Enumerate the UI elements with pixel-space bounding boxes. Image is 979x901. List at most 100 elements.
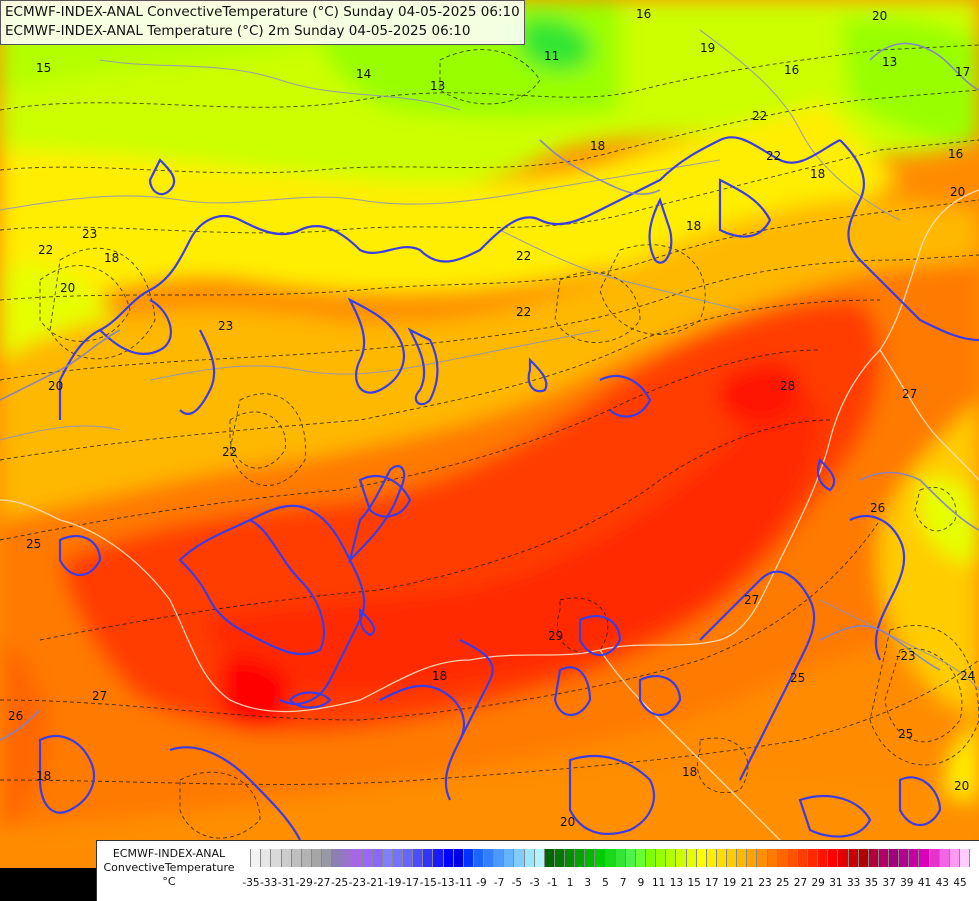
legend-tick: 15 xyxy=(687,877,701,889)
color-legend: ECMWF-INDEX-ANAL ConvectiveTemperature °… xyxy=(96,840,979,901)
legend-swatch xyxy=(605,849,616,867)
legend-swatch xyxy=(757,849,768,867)
map-label: 22 xyxy=(516,249,531,263)
legend-tick: 17 xyxy=(705,877,719,889)
legend-swatch xyxy=(666,849,677,867)
legend-swatch xyxy=(706,849,717,867)
legend-swatch xyxy=(413,849,424,867)
map-label: 29 xyxy=(548,629,563,643)
map-label: 18 xyxy=(104,251,119,265)
map-label: 20 xyxy=(48,379,63,393)
legend-tick: 37 xyxy=(882,877,896,889)
legend-swatch xyxy=(494,849,505,867)
legend-swatch xyxy=(848,849,859,867)
map-label: 16 xyxy=(784,63,799,77)
legend-swatches xyxy=(241,849,970,867)
contour-labels: 16 20 15 14 13 19 11 16 13 17 22 18 22 1… xyxy=(8,7,975,829)
convective-isolines xyxy=(0,44,979,839)
legend-swatch xyxy=(696,849,707,867)
legend-tick: -1 xyxy=(547,877,558,889)
legend-swatch xyxy=(727,849,738,867)
legend-swatch xyxy=(291,849,302,867)
legend-tick: 43 xyxy=(935,877,949,889)
map-label: 15 xyxy=(36,61,51,75)
legend-swatch xyxy=(261,849,272,867)
map-label: 27 xyxy=(902,387,917,401)
legend-swatch xyxy=(635,849,646,867)
legend-tick: 45 xyxy=(953,877,967,889)
map-label: -23 xyxy=(896,649,916,663)
legend-swatch xyxy=(251,849,262,867)
legend-swatch xyxy=(565,849,576,867)
legend-tick: 29 xyxy=(811,877,825,889)
map-label: 22 xyxy=(38,243,53,257)
legend-tick: -27 xyxy=(313,877,331,889)
region-borders xyxy=(0,29,979,691)
map-label: 14 xyxy=(356,67,371,81)
map-label: 18 xyxy=(590,139,605,153)
map-label: 20 xyxy=(60,281,75,295)
legend-swatch xyxy=(362,849,373,867)
legend-tick: 11 xyxy=(651,877,666,889)
legend-tick: 27 xyxy=(793,877,808,889)
map-label: 20 xyxy=(950,185,965,199)
legend-swatch xyxy=(352,849,363,867)
legend-tick: -13 xyxy=(437,877,455,889)
map-label: 18 xyxy=(682,765,697,779)
map-label: 22 xyxy=(752,109,767,123)
legend-tick: 21 xyxy=(740,877,754,889)
legend-label: ECMWF-INDEX-ANAL ConvectiveTemperature °… xyxy=(101,847,237,889)
legend-swatch xyxy=(808,849,819,867)
legend-swatch xyxy=(737,849,748,867)
legend-tick: -19 xyxy=(384,877,402,889)
map-label: 19 xyxy=(700,41,715,55)
map-label: 13 xyxy=(882,55,897,69)
legend-swatch xyxy=(281,849,292,867)
legend-tick: 35 xyxy=(864,877,879,889)
map-label: 24 xyxy=(960,669,975,683)
legend-swatch xyxy=(544,849,555,867)
legend-swatch xyxy=(453,849,464,867)
legend-swatch xyxy=(595,849,606,867)
title-convective: ECMWF-INDEX-ANAL ConvectiveTemperature (… xyxy=(5,4,520,20)
legend-swatch xyxy=(676,849,687,867)
temperature-2m-contours-light xyxy=(0,42,979,741)
map-label: 23 xyxy=(218,319,233,333)
legend-swatch xyxy=(463,849,474,867)
legend-swatch xyxy=(889,849,900,867)
legend-tick: 5 xyxy=(602,877,609,889)
legend-swatch xyxy=(787,849,798,867)
legend-swatch xyxy=(747,849,758,867)
legend-swatch xyxy=(949,849,960,867)
legend-tick: 19 xyxy=(722,877,737,889)
legend-tick: -25 xyxy=(331,877,349,889)
legend-swatch xyxy=(332,849,343,867)
country-borders xyxy=(0,189,979,841)
legend-swatch xyxy=(625,849,636,867)
legend-swatch xyxy=(828,849,839,867)
legend-swatch xyxy=(514,849,525,867)
legend-swatch xyxy=(271,849,282,867)
map-label: 20 xyxy=(954,779,969,793)
legend-tick: 41 xyxy=(917,877,932,889)
map-label: 25 xyxy=(898,727,913,741)
legend-swatch xyxy=(585,849,596,867)
map-label: 11 xyxy=(544,49,559,63)
legend-tick: -23 xyxy=(348,877,366,889)
map-label: 16 xyxy=(948,147,963,161)
map-label: 16 xyxy=(636,7,651,21)
legend-tick: 9 xyxy=(637,877,645,889)
legend-tick: -35 xyxy=(242,877,260,889)
map-label: 18 xyxy=(686,219,701,233)
legend-swatch xyxy=(342,849,353,867)
legend-swatch xyxy=(382,849,393,867)
legend-tick: 13 xyxy=(669,877,684,889)
temperature-field xyxy=(0,0,979,840)
map-label: 17 xyxy=(955,65,970,79)
map-label: 27 xyxy=(92,689,107,703)
legend-tick: -11 xyxy=(455,877,473,889)
legend-tick: -9 xyxy=(476,877,487,889)
legend-swatch xyxy=(868,849,879,867)
legend-swatch xyxy=(838,849,849,867)
legend-swatch xyxy=(443,849,454,867)
